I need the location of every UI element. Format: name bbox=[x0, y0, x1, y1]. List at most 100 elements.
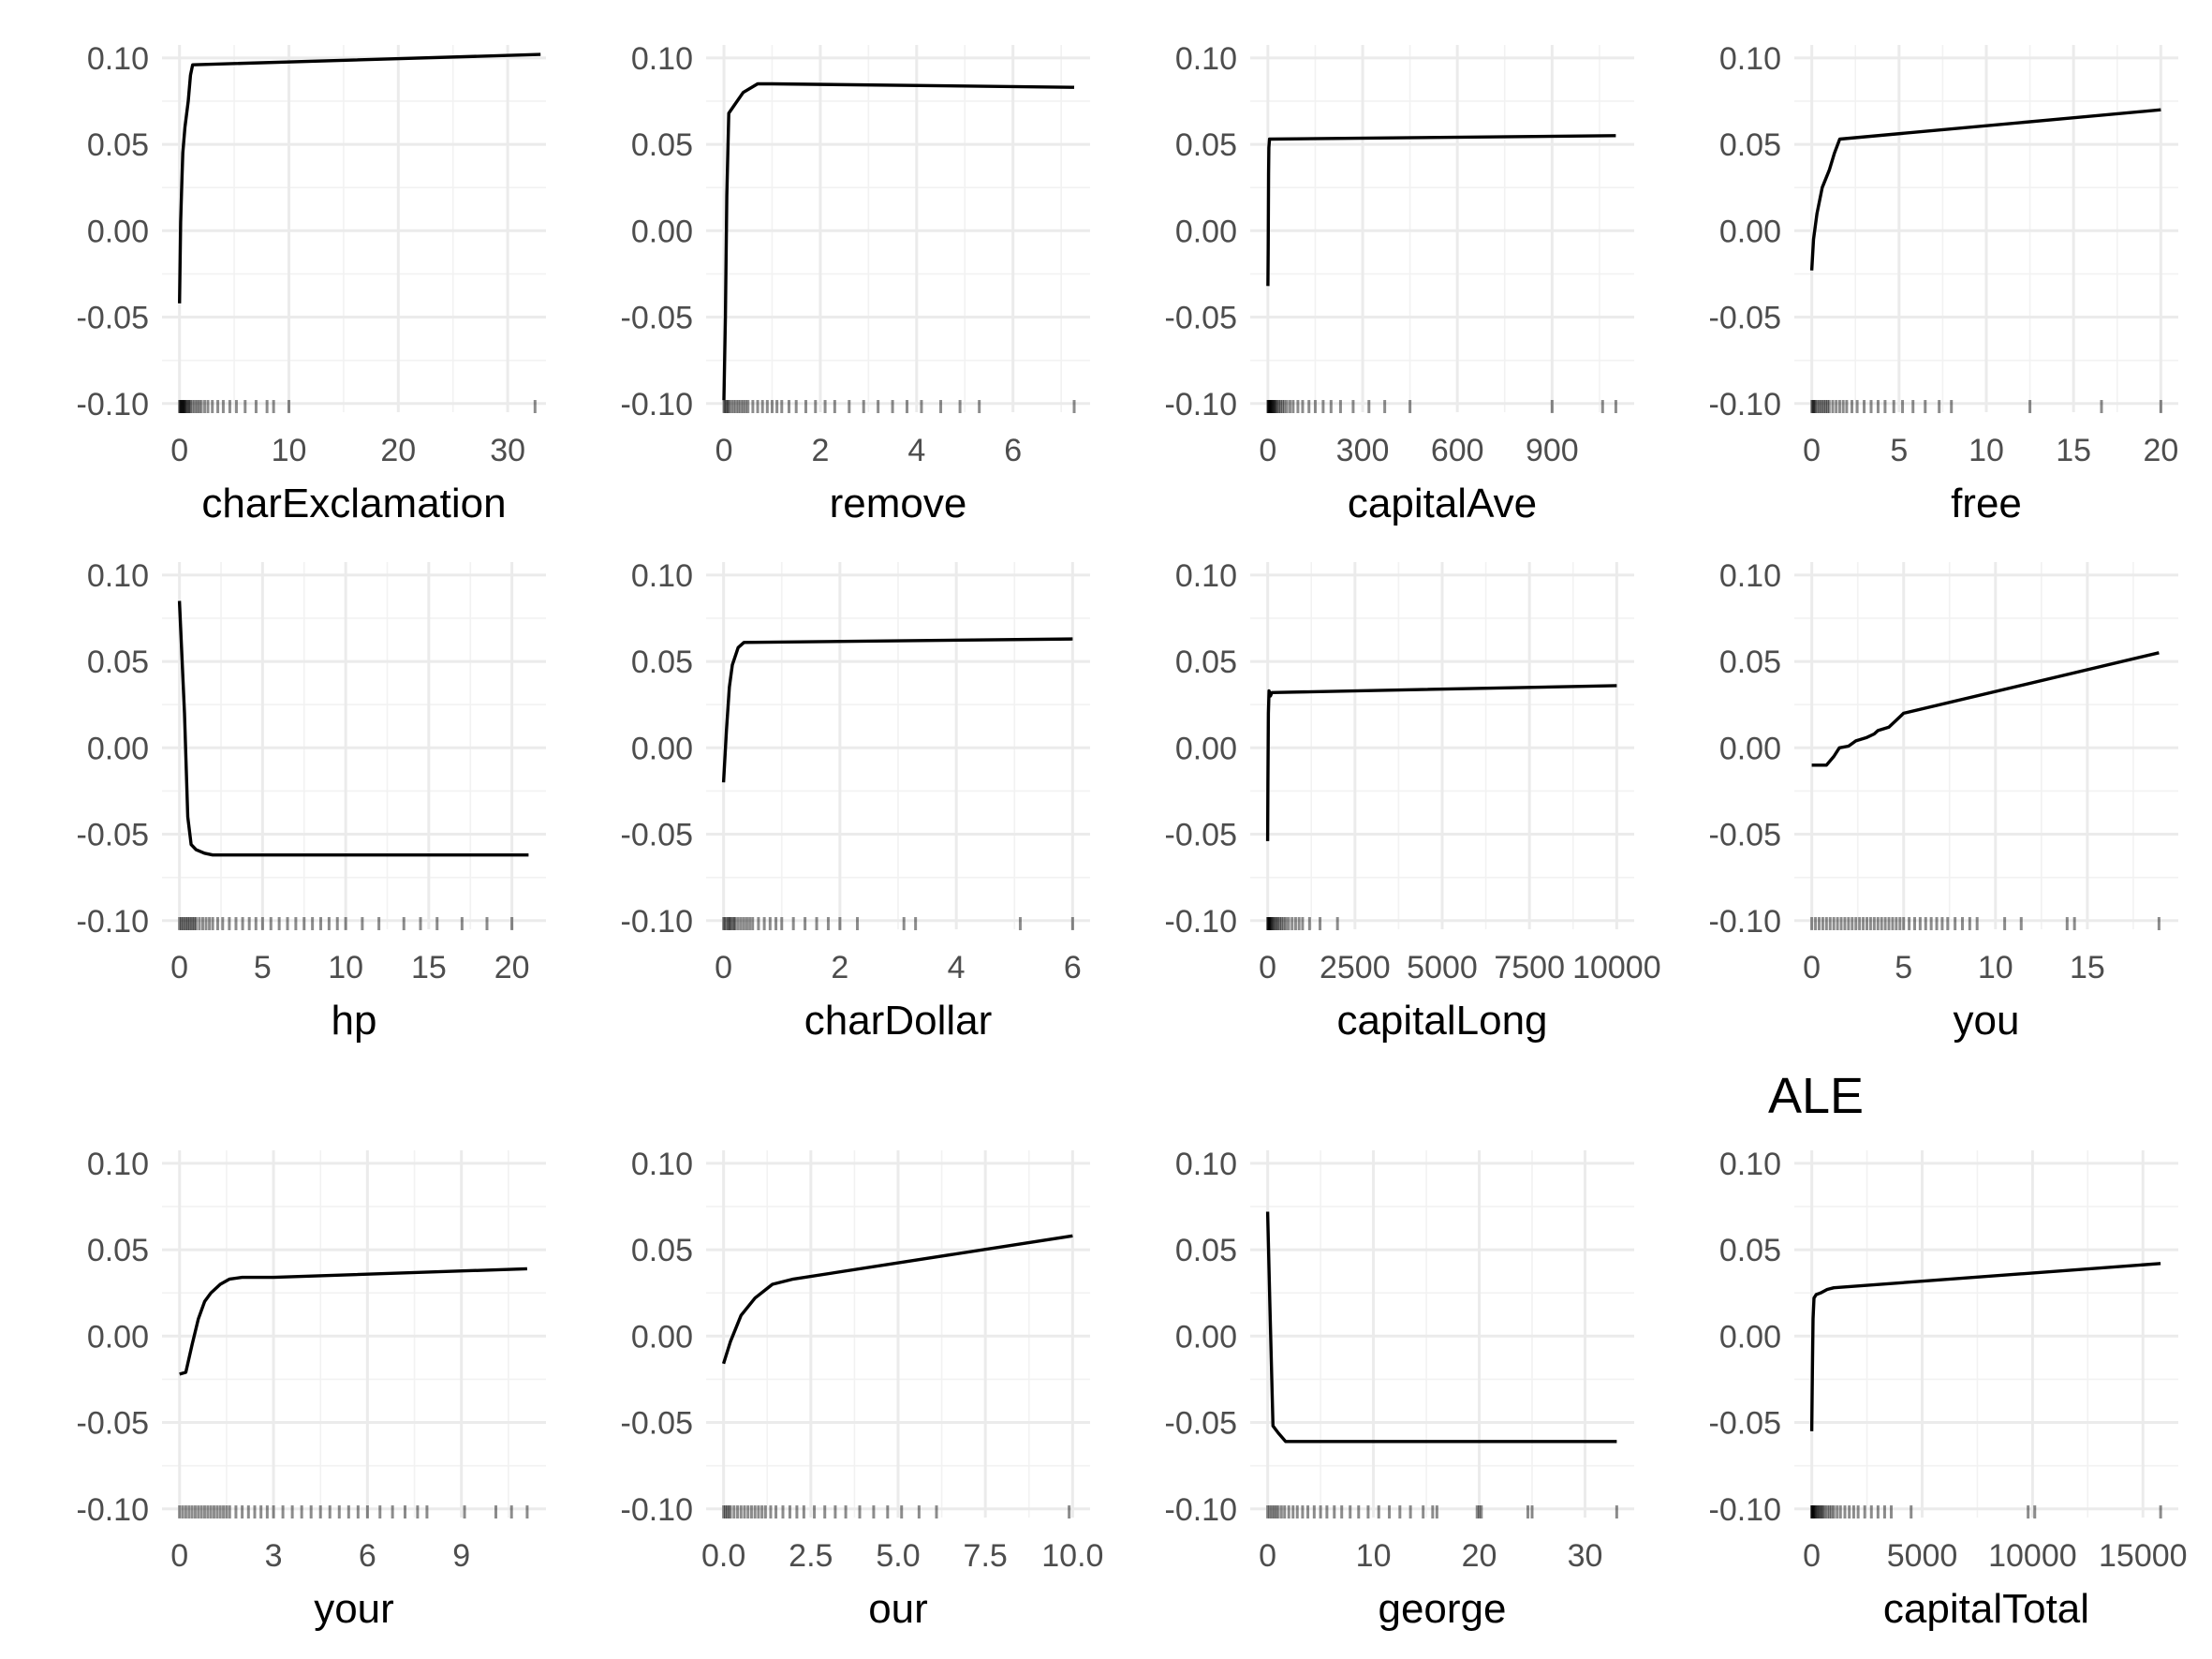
x-tick-label: 0 bbox=[1259, 950, 1276, 985]
x-tick-label: 0 bbox=[1803, 433, 1821, 468]
x-tick-label: 0 bbox=[715, 433, 733, 468]
figure-title: ALE bbox=[1768, 1068, 1864, 1124]
ale-panel-you: 0 5 10 15 -0.10 -0.05 0.00 0.05 0.10 you bbox=[1709, 558, 2178, 1044]
y-tick-label: -0.10 bbox=[621, 387, 694, 422]
rug-marks bbox=[1266, 1505, 1618, 1518]
ale-curve bbox=[721, 1234, 1073, 1365]
y-tick-label: -0.05 bbox=[1165, 1406, 1238, 1442]
y-tick-label: 0.05 bbox=[87, 127, 149, 163]
x-tick-label: 30 bbox=[1568, 1538, 1603, 1574]
y-tick-label: -0.10 bbox=[1709, 1492, 1782, 1528]
x-axis-title: capitalTotal bbox=[1883, 1586, 2089, 1632]
x-tick-label: 5 bbox=[254, 950, 272, 985]
x-axis-title: hp bbox=[332, 998, 377, 1044]
x-tick-label: 2 bbox=[831, 950, 848, 985]
x-tick-label: 20 bbox=[2143, 433, 2178, 468]
y-tick-label: 0.05 bbox=[87, 1233, 149, 1268]
y-tick-label: 0.05 bbox=[1719, 1233, 1781, 1268]
x-axis-title: george bbox=[1378, 1586, 1506, 1632]
ale-curve bbox=[722, 81, 1075, 401]
x-tick-label: 10000 bbox=[1572, 950, 1661, 985]
y-tick-label: 0.10 bbox=[87, 1147, 149, 1182]
x-tick-label: 4 bbox=[948, 950, 966, 985]
x-tick-label: 0 bbox=[170, 433, 188, 468]
x-axis-title: your bbox=[314, 1586, 394, 1632]
y-tick-label: -0.05 bbox=[77, 818, 150, 853]
x-tick-label: 600 bbox=[1431, 433, 1484, 468]
x-tick-label: 7.5 bbox=[964, 1538, 1008, 1574]
ale-panel-remove: 0 2 4 6 -0.10 -0.05 0.00 0.05 0.10 remove bbox=[621, 41, 1090, 526]
y-tick-label: 0.10 bbox=[1175, 1147, 1237, 1182]
x-axis-title: capitalAve bbox=[1348, 481, 1537, 526]
ale-curve bbox=[179, 1266, 527, 1376]
x-tick-label: 10.0 bbox=[1041, 1538, 1103, 1574]
y-tick-label: 0.00 bbox=[1719, 214, 1781, 249]
y-tick-label: 0.10 bbox=[87, 558, 149, 594]
x-tick-label: 10 bbox=[1356, 1538, 1392, 1574]
x-tick-label: 900 bbox=[1526, 433, 1579, 468]
y-tick-label: 0.10 bbox=[631, 558, 693, 594]
x-axis-title: remove bbox=[830, 481, 967, 526]
x-tick-label: 0 bbox=[715, 950, 732, 985]
ale-curve bbox=[1809, 108, 2161, 271]
x-tick-label: 5 bbox=[1895, 950, 1912, 985]
y-tick-label: -0.10 bbox=[1165, 387, 1238, 422]
ale-curve bbox=[721, 637, 1073, 783]
rug-marks bbox=[722, 400, 1076, 413]
y-tick-label: -0.10 bbox=[77, 387, 150, 422]
y-tick-label: 0.00 bbox=[1175, 731, 1237, 766]
ale-curve bbox=[177, 600, 529, 857]
y-tick-label: -0.05 bbox=[1709, 818, 1782, 853]
y-tick-label: 0.05 bbox=[1175, 127, 1237, 163]
x-tick-label: 2 bbox=[811, 433, 829, 468]
ale-curve bbox=[1265, 684, 1617, 841]
x-tick-label: 4 bbox=[907, 433, 925, 468]
x-tick-label: 0 bbox=[170, 950, 188, 985]
rug-marks bbox=[1266, 400, 1617, 413]
y-tick-label: 0.10 bbox=[87, 41, 149, 77]
y-tick-label: -0.10 bbox=[1165, 1492, 1238, 1528]
x-tick-label: 2.5 bbox=[789, 1538, 833, 1574]
y-tick-label: 0.00 bbox=[631, 731, 693, 766]
x-tick-label: 5000 bbox=[1887, 1538, 1958, 1574]
x-tick-label: 5 bbox=[1890, 433, 1908, 468]
y-tick-label: -0.10 bbox=[77, 1492, 150, 1528]
y-tick-label: 0.00 bbox=[1175, 214, 1237, 249]
rug-marks bbox=[178, 400, 537, 413]
y-tick-label: -0.05 bbox=[1709, 301, 1782, 336]
y-tick-label: 0.00 bbox=[631, 214, 693, 249]
x-tick-label: 300 bbox=[1336, 433, 1390, 468]
ale-panel-charDollar: 0 2 4 6 -0.10 -0.05 0.00 0.05 0.10 charDollar bbox=[621, 558, 1090, 1044]
rug-marks bbox=[178, 1505, 529, 1518]
y-tick-label: 0.00 bbox=[1175, 1319, 1237, 1355]
x-axis-title: free bbox=[1951, 481, 2022, 526]
y-tick-label: 0.00 bbox=[87, 731, 149, 766]
rug-marks bbox=[1266, 917, 1339, 930]
y-tick-label: 0.00 bbox=[1719, 731, 1781, 766]
x-tick-label: 10 bbox=[328, 950, 363, 985]
y-tick-label: -0.05 bbox=[77, 1406, 150, 1442]
ale-curve bbox=[1811, 651, 2160, 767]
ale-panel-your: 0 3 6 9 -0.10 -0.05 0.00 0.05 0.10 your bbox=[77, 1147, 546, 1632]
ale-panel-free: 0 5 10 15 20 -0.10 -0.05 0.00 0.05 0.10 free bbox=[1709, 41, 2179, 526]
x-tick-label: 20 bbox=[494, 950, 530, 985]
x-tick-label: 15000 bbox=[2099, 1538, 2188, 1574]
y-tick-label: -0.05 bbox=[1709, 1406, 1782, 1442]
y-tick-label: -0.10 bbox=[621, 904, 694, 940]
x-tick-label: 10 bbox=[1978, 950, 2013, 985]
ale-curve bbox=[178, 52, 541, 304]
y-tick-label: -0.05 bbox=[1165, 301, 1238, 336]
x-tick-label: 6 bbox=[359, 1538, 376, 1574]
x-tick-label: 0 bbox=[1259, 1538, 1276, 1574]
y-tick-label: -0.05 bbox=[1165, 818, 1238, 853]
x-axis-title: charDollar bbox=[804, 998, 993, 1044]
x-tick-label: 30 bbox=[490, 433, 525, 468]
ale-panel-capitalAve: 0 300 600 900 -0.10 -0.05 0.00 0.05 0.10 capitalA… bbox=[1165, 41, 1634, 526]
x-tick-label: 10 bbox=[1969, 433, 2004, 468]
rug-marks bbox=[722, 1505, 1071, 1518]
y-tick-label: 0.05 bbox=[631, 127, 693, 163]
y-tick-label: 0.00 bbox=[631, 1319, 693, 1355]
x-tick-label: 5.0 bbox=[876, 1538, 920, 1574]
y-tick-label: 0.10 bbox=[631, 41, 693, 77]
y-tick-label: 0.05 bbox=[1719, 644, 1781, 680]
